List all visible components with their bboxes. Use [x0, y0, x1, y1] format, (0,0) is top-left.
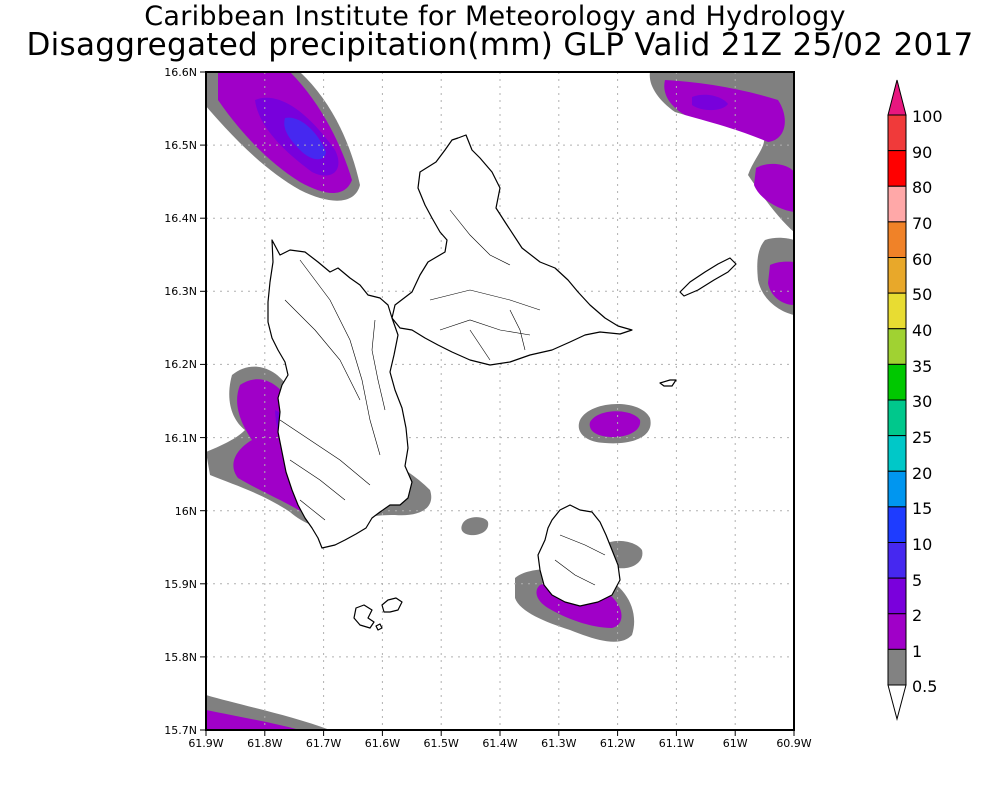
island-les-saintes: [353, 597, 403, 631]
colorbar-cell: [887, 435, 907, 472]
island-marie-galante: [537, 504, 621, 607]
watershed-lines: [279, 209, 606, 586]
colorbar-label: 90: [912, 143, 932, 162]
rain-area-purple: [768, 261, 794, 305]
tick-marks: [200, 71, 795, 736]
island-outlines: [267, 134, 737, 631]
lat-label: 16.4N: [164, 212, 197, 225]
colorbar-label: 60: [912, 250, 932, 269]
rain-area-purple: [664, 80, 785, 142]
colorbar-cell: [887, 470, 907, 508]
lon-label: 61.1W: [659, 737, 694, 750]
title-line-1: Caribbean Institute for Meteorology and …: [144, 1, 846, 32]
colorbar-cell: [887, 257, 907, 294]
colorbar-label: 0.5: [912, 677, 937, 696]
title-line-2: Disaggregated precipitation(mm) GLP Vali…: [26, 27, 974, 63]
lat-label: 16.1N: [164, 432, 197, 445]
island-petite-terre: [659, 379, 677, 387]
lat-label: 15.7N: [164, 724, 197, 737]
colorbar-label: 20: [912, 464, 932, 483]
colorbar-cell: [887, 613, 907, 650]
lon-label: 61.7W: [306, 737, 341, 750]
colorbar-cell: [887, 221, 907, 258]
colorbar-bottom-arrow: [887, 684, 907, 721]
rain-area-gray: [461, 517, 489, 536]
lat-label: 16.5N: [164, 139, 197, 152]
colorbar-top-arrow: [887, 79, 907, 116]
lon-label: 61.4W: [482, 737, 517, 750]
colorbar-label: 25: [912, 428, 932, 447]
lon-label: 61.6W: [365, 737, 400, 750]
colorbar-cells: [887, 114, 907, 686]
colorbar-cell: [887, 542, 907, 579]
rain-area-purple: [206, 710, 300, 730]
rain-area-blue: [284, 117, 326, 160]
colorbar-label: 35: [912, 357, 932, 376]
lon-label: 60.9W: [776, 737, 811, 750]
colorbar-label: 70: [912, 214, 932, 233]
lat-label: 16.6N: [164, 66, 197, 79]
island-basse-terre: [267, 239, 413, 549]
lon-label: 61.2W: [600, 737, 635, 750]
colorbar-label: 15: [912, 499, 932, 518]
colorbar-label: 40: [912, 321, 932, 340]
colorbar-label: 2: [912, 606, 922, 625]
rain-area-violet: [692, 94, 728, 111]
lat-label: 15.8N: [164, 651, 197, 664]
lon-label: 61.8W: [247, 737, 282, 750]
island-grande-terre: [391, 134, 633, 366]
lon-label: 61.9W: [188, 737, 223, 750]
colorbar-label: 10: [912, 535, 932, 554]
colorbar-cell: [887, 114, 907, 152]
colorbar-label: 30: [912, 392, 932, 411]
colorbar-label: 100: [912, 107, 943, 126]
island-la-desirade: [679, 257, 737, 297]
lat-label: 16N: [175, 505, 197, 518]
lon-label: 61W: [723, 737, 748, 750]
lon-labels: 61.9W 61.8W 61.7W 61.6W 61.5W 61.4W 61.3…: [188, 737, 811, 750]
rain-area-purple: [589, 411, 641, 438]
lat-label: 15.9N: [164, 578, 197, 591]
colorbar-labels: 100 90 80 70 60 50 40 35 30 25 20 15 10 …: [912, 107, 943, 696]
lat-label: 16.2N: [164, 358, 197, 371]
colorbar-label: 80: [912, 178, 932, 197]
lon-label: 61.5W: [424, 737, 459, 750]
colorbar-cell: [887, 150, 907, 187]
lat-labels: 16.6N 16.5N 16.4N 16.3N 16.2N 16.1N 16N …: [164, 66, 197, 737]
colorbar-label: 50: [912, 285, 932, 304]
colorbar-cell: [887, 328, 907, 365]
colorbar-cell: [887, 506, 907, 543]
colorbar-cell: [887, 363, 907, 401]
colorbar-cell: [887, 399, 907, 437]
colorbar-label: 1: [912, 642, 922, 661]
colorbar-label: 5: [912, 571, 922, 590]
colorbar-cell: [887, 292, 907, 330]
lon-label: 61.3W: [541, 737, 576, 750]
rain-area-purple: [754, 163, 794, 212]
colorbar: 100 90 80 70 60 50 40 35 30 25 20 15 10 …: [887, 79, 943, 721]
colorbar-cell: [887, 185, 907, 223]
colorbar-cell: [887, 648, 907, 686]
lat-label: 16.3N: [164, 285, 197, 298]
colorbar-cell: [887, 577, 907, 615]
